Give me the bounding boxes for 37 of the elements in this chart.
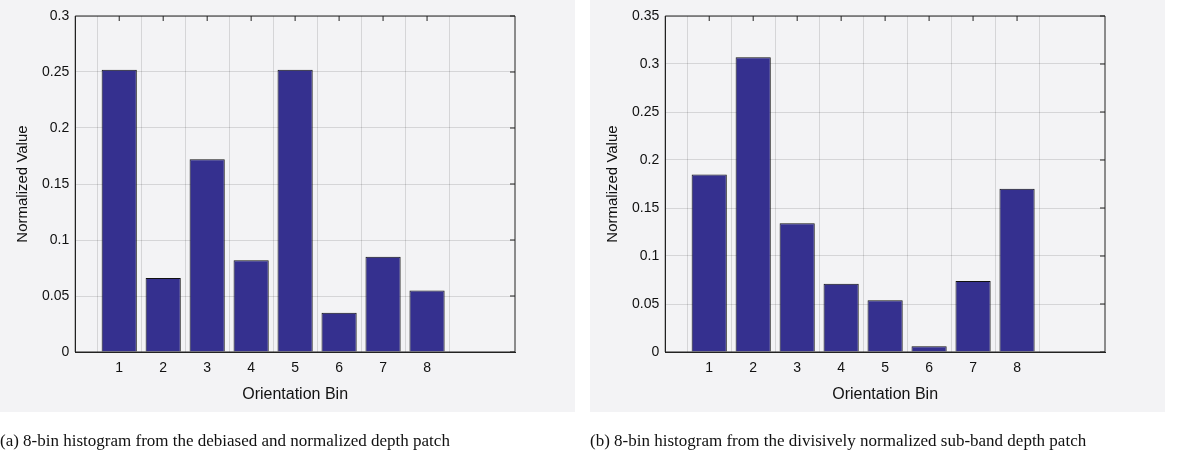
x-tick-label: 5 [291, 359, 300, 376]
y-tick-label: 0.05 [42, 286, 70, 303]
y-tick-label: 0.15 [42, 174, 70, 191]
x-tick-label: 4 [247, 359, 256, 376]
text: (b) 8-bin histogram from the divisively normalized sub-band depth patch [590, 430, 1088, 451]
y-tick-label: 0.1 [639, 246, 660, 263]
x-tick-label: 6 [925, 359, 934, 376]
y-tick-label: 0.3 [49, 6, 70, 23]
y-axis-title: Normalized Value [13, 125, 31, 243]
y-tick-label: 0.35 [632, 6, 660, 23]
x-tick-label: 7 [379, 359, 388, 376]
x-tick-label: 6 [335, 359, 344, 376]
text: (a) 8-bin histogram from the debiased and normalized depth patch [0, 430, 451, 451]
x-tick-label: 3 [203, 359, 212, 376]
x-tick-label: 1 [705, 359, 714, 376]
x-axis-title: Orientation Bin [832, 384, 939, 402]
y-tick-label: 0.1 [49, 230, 70, 247]
x-tick-label: 8 [423, 359, 432, 376]
y-tick-label: 0.2 [49, 118, 70, 135]
y-tick-label: 0.2 [639, 150, 660, 167]
y-tick-label: 0.05 [632, 294, 660, 311]
y-tick-label: 0.15 [632, 198, 660, 215]
y-tick-label: 0.3 [639, 54, 660, 71]
x-axis-title: Orientation Bin [242, 384, 349, 402]
y-tick-label: 0 [651, 342, 660, 359]
x-tick-label: 1 [115, 359, 124, 376]
y-axis-title: Normalized Value [603, 125, 621, 243]
y-tick-label: 0.25 [42, 62, 70, 79]
x-tick-label: 3 [793, 359, 802, 376]
y-tick-label: 0.25 [632, 102, 660, 119]
x-tick-label: 7 [969, 359, 978, 376]
x-tick-label: 2 [159, 359, 168, 376]
x-tick-label: 2 [749, 359, 758, 376]
x-tick-label: 4 [837, 359, 846, 376]
x-tick-label: 5 [881, 359, 890, 376]
y-tick-label: 0 [61, 342, 70, 359]
x-tick-label: 8 [1013, 359, 1022, 376]
